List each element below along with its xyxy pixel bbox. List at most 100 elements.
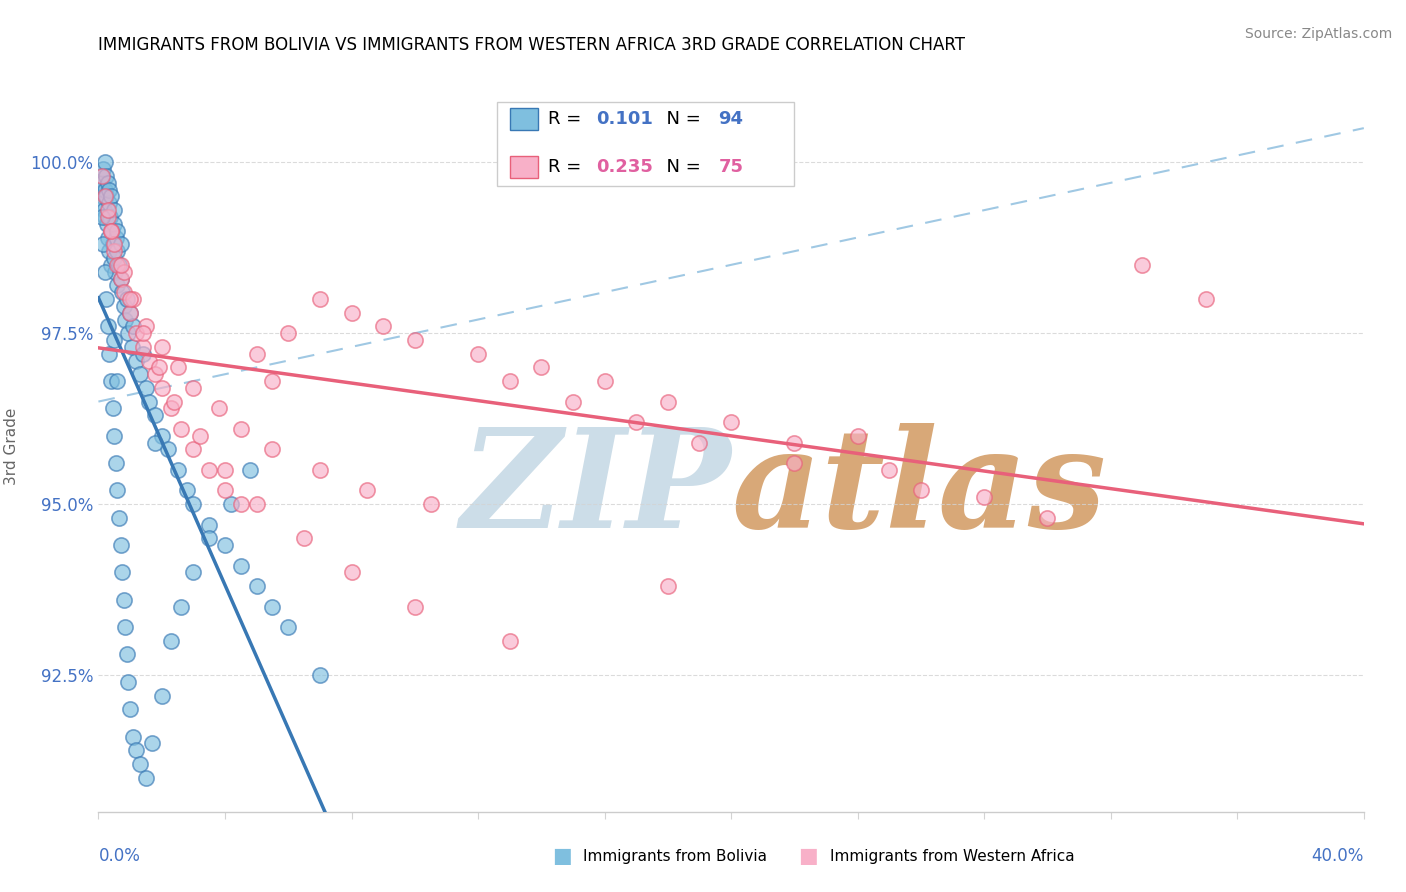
Point (107, 258, 129, 272)
Point (120, 306, 141, 320)
Point (94, 210, 117, 224)
Point (103, 237, 125, 252)
Point (688, 435, 710, 450)
Point (91, 176, 114, 190)
Point (846, 429, 869, 443)
Point (229, 497, 252, 511)
Point (229, 558, 252, 573)
Text: atlas: atlas (731, 423, 1107, 557)
Point (103, 203, 125, 218)
Point (122, 292, 145, 306)
Point (467, 347, 489, 361)
Point (117, 326, 139, 341)
Text: Immigrants from Bolivia: Immigrants from Bolivia (583, 849, 768, 863)
Point (262, 442, 284, 457)
Point (499, 374, 522, 388)
Point (157, 442, 180, 457)
Point (110, 271, 132, 285)
Point (90, 169, 112, 183)
Point (657, 394, 679, 409)
Point (90, 189, 112, 203)
Point (309, 668, 332, 682)
Point (122, 319, 145, 334)
Point (150, 340, 173, 354)
Point (246, 497, 269, 511)
Point (93, 265, 117, 279)
Text: ■: ■ (799, 847, 818, 866)
Point (176, 483, 198, 498)
Point (135, 381, 157, 395)
Point (163, 394, 186, 409)
Point (128, 368, 150, 382)
Point (121, 340, 143, 354)
Point (132, 326, 155, 341)
Point (128, 756, 150, 771)
Point (97, 176, 120, 190)
Point (910, 483, 932, 498)
Point (107, 244, 129, 259)
Point (356, 483, 378, 498)
Point (98, 244, 121, 259)
Y-axis label: 3rd Grade: 3rd Grade (4, 408, 20, 484)
Point (93, 189, 117, 203)
Point (103, 217, 125, 231)
Point (973, 490, 995, 504)
Point (208, 401, 231, 416)
Point (104, 230, 127, 244)
Point (125, 743, 148, 757)
Point (110, 271, 132, 285)
Point (93, 203, 115, 218)
Point (340, 306, 363, 320)
Point (104, 265, 127, 279)
Point (110, 237, 132, 252)
Point (108, 258, 131, 272)
Point (183, 442, 205, 457)
Point (262, 599, 284, 614)
Point (229, 422, 252, 436)
Point (105, 278, 128, 293)
Point (1130, 258, 1153, 272)
Text: 94: 94 (718, 110, 744, 128)
Point (115, 648, 138, 662)
Point (91, 237, 114, 252)
Point (111, 285, 134, 300)
Point (277, 620, 299, 634)
Point (97, 230, 120, 244)
Point (112, 592, 135, 607)
Point (404, 599, 426, 614)
Point (117, 674, 139, 689)
Point (103, 251, 125, 265)
Text: IMMIGRANTS FROM BOLIVIA VS IMMIGRANTS FROM WESTERN AFRICA 3RD GRADE CORRELATION : IMMIGRANTS FROM BOLIVIA VS IMMIGRANTS FR… (98, 36, 966, 54)
Point (292, 531, 315, 545)
Point (145, 435, 166, 450)
Bar (510, 155, 537, 178)
Point (530, 360, 553, 375)
Point (100, 374, 122, 388)
Point (340, 566, 363, 580)
Point (103, 244, 125, 259)
Point (150, 429, 173, 443)
Point (239, 463, 262, 477)
Point (183, 381, 205, 395)
Point (100, 258, 122, 272)
Point (103, 429, 125, 443)
Point (198, 517, 221, 532)
Point (198, 463, 221, 477)
Point (277, 326, 299, 341)
Text: ■: ■ (553, 847, 572, 866)
Point (132, 347, 155, 361)
Point (877, 463, 901, 477)
Point (104, 456, 127, 470)
Point (169, 422, 191, 436)
Point (262, 374, 284, 388)
Point (419, 497, 441, 511)
Bar (510, 108, 537, 130)
FancyBboxPatch shape (498, 103, 794, 186)
Point (138, 394, 160, 409)
Point (107, 483, 129, 498)
Point (114, 312, 136, 326)
Point (183, 497, 205, 511)
Point (110, 538, 132, 552)
Text: N =: N = (655, 110, 707, 128)
Point (101, 237, 124, 252)
